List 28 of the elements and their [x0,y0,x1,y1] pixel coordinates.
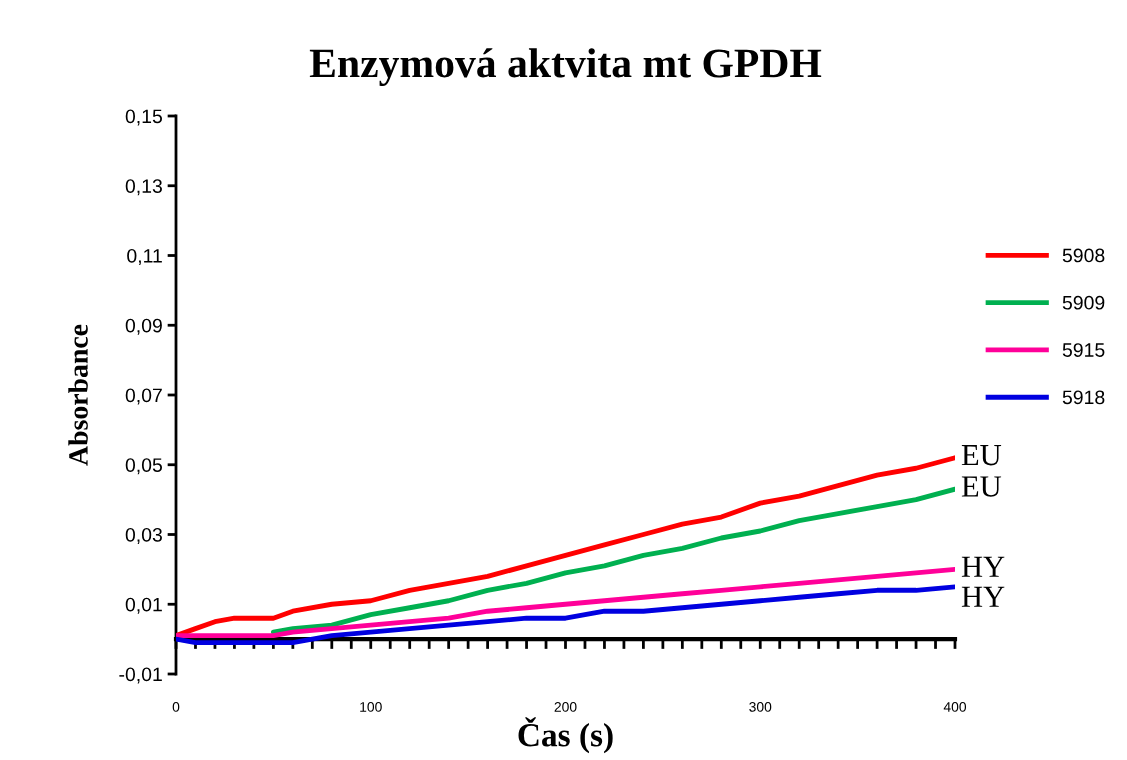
y-tick-label: 0,03 [125,527,162,545]
x-tick-label: 400 [943,701,967,712]
x-axis-title: Čas (s) [518,717,613,754]
x-tick-label: 200 [554,701,577,712]
text: HY [961,586,1005,607]
x-tick-label: 100 [360,701,382,712]
text: EU [961,445,1002,466]
y-tick-label: -0,01 [119,667,162,684]
legend-label: 5909 [1062,295,1105,310]
y-axis-title: Absorbance [68,324,88,466]
text: EU [961,476,1002,497]
y-tick-label: 0,13 [125,179,162,196]
legend-label: 5908 [1062,248,1105,263]
line-series [270,486,955,635]
legend-label: 5918 [1062,390,1105,405]
y-tick-label: 0,07 [125,388,162,405]
y-tick-label: 0,15 [125,109,162,126]
line-series [176,584,955,646]
y-tick-label: 0,05 [125,458,162,475]
text: HY [961,556,1005,577]
y-tick-label: 0,11 [127,248,162,266]
x-tick-label: 300 [749,701,772,712]
y-tick-label: 0,01 [125,597,162,614]
y-tick-label: 0,09 [125,318,162,335]
line-series [176,566,955,639]
legend-label: 5915 [1062,343,1105,357]
x-tick-label: 0 [172,701,180,712]
chart-title: Enzymová aktvita mt GPDH [309,48,822,87]
